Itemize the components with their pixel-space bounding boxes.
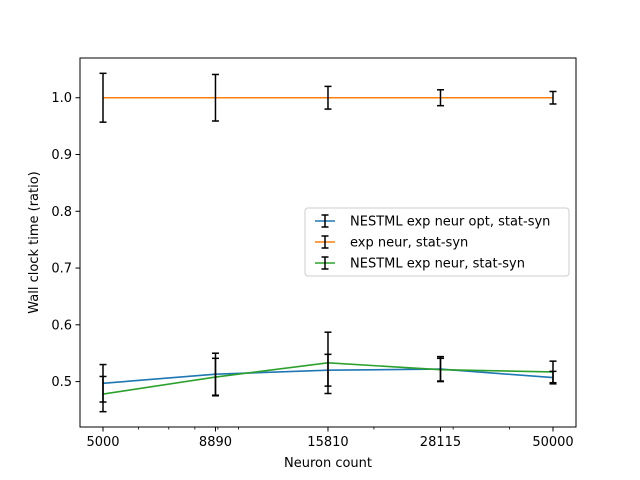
x-tick-label: 50000	[532, 435, 573, 450]
x-tick-label: 28115	[420, 435, 461, 450]
plot-frame	[79, 57, 577, 428]
legend-box	[304, 207, 570, 277]
legend-label: NESTML exp neur opt, stat-syn	[350, 215, 550, 230]
x-tick-label: 8890	[199, 435, 232, 450]
legend: NESTML exp neur opt, stat-syn exp neur, s…	[304, 207, 570, 277]
y-tick-label: 0.8	[51, 205, 72, 220]
y-tick-label: 0.5	[51, 375, 72, 390]
x-tick-label: 15810	[307, 435, 348, 450]
x-tick-label: 5000	[86, 435, 119, 450]
x-axis-label: Neuron count	[284, 456, 372, 471]
y-axis-label: Wall clock time (ratio)	[27, 171, 42, 314]
y-tick-label: 0.6	[51, 318, 72, 333]
x-axis: 5000 8890 15810 28115 50000	[86, 427, 574, 450]
error-bar-layer	[99, 72, 557, 413]
legend-label: NESTML exp neur, stat-syn	[350, 257, 525, 272]
y-axis: 0.5 0.6 0.7 0.8 0.9 1.0	[51, 91, 80, 390]
legend-label: exp neur, stat-syn	[350, 236, 468, 251]
y-tick-label: 0.7	[51, 262, 72, 277]
y-tick-label: 0.9	[51, 148, 72, 163]
y-tick-label: 1.0	[51, 91, 72, 106]
